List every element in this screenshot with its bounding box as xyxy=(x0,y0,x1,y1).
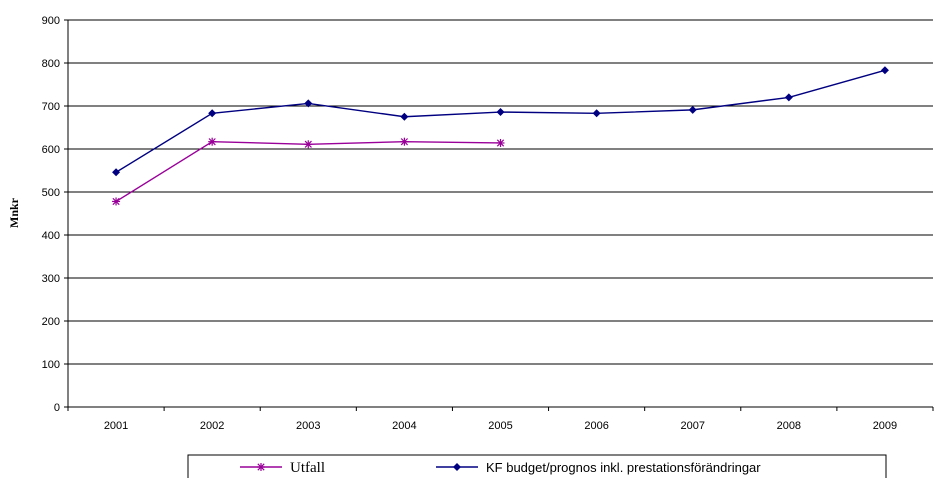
data-point xyxy=(784,93,793,102)
legend-marker-2 xyxy=(453,463,461,471)
x-axis-ticks: 2001 2002 2003 2004 2005 2006 2007 2008 2009 xyxy=(67,407,934,432)
x-tick-label: 2006 xyxy=(584,420,608,432)
legend: Utfall KF budget/prognos inkl. prestation… xyxy=(187,454,887,478)
asterisk-stroke xyxy=(257,463,265,471)
asterisk-stroke xyxy=(208,138,216,146)
legend-marker-1 xyxy=(257,463,265,471)
data-point xyxy=(112,168,121,177)
x-tick-label: 2002 xyxy=(200,420,224,432)
data-point xyxy=(304,140,313,149)
data-point xyxy=(496,108,505,117)
data-point xyxy=(112,197,121,206)
y-tick-label: 700 xyxy=(42,101,60,113)
y-tick-label: 300 xyxy=(42,273,60,285)
y-tick-label: 600 xyxy=(42,144,60,156)
legend-label-2: KF budget/prognos inkl. prestationsförän… xyxy=(486,460,761,475)
x-tick-label: 2004 xyxy=(392,420,416,432)
asterisk-stroke xyxy=(112,197,120,206)
y-tick-label: 500 xyxy=(42,187,60,199)
y-axis-label: Mnkr xyxy=(7,197,21,228)
y-axis-ticks: 0 100 200 300 400 500 600 700 800 900 xyxy=(42,15,68,414)
legend-label-1: Utfall xyxy=(290,460,325,476)
data-point xyxy=(880,66,889,75)
data-point xyxy=(208,109,217,118)
legend-box xyxy=(187,454,887,478)
x-tick-label: 2005 xyxy=(488,420,512,432)
data-point xyxy=(400,112,409,121)
data-point xyxy=(592,109,601,118)
y-tick-label: 100 xyxy=(42,359,60,371)
y-tick-label: 0 xyxy=(54,402,60,414)
data-point xyxy=(688,105,697,114)
series-1 xyxy=(112,137,505,206)
x-tick-label: 2001 xyxy=(104,420,128,432)
y-tick-label: 800 xyxy=(42,58,60,70)
series-group xyxy=(112,66,889,206)
x-tick-label: 2007 xyxy=(680,420,704,432)
y-tick-label: 900 xyxy=(42,15,60,27)
asterisk-stroke xyxy=(496,139,505,147)
data-point xyxy=(304,99,313,108)
asterisk-stroke xyxy=(400,138,409,146)
series-2 xyxy=(112,66,889,177)
x-tick-label: 2003 xyxy=(296,420,320,432)
gridlines xyxy=(68,19,933,365)
data-point xyxy=(496,138,505,147)
asterisk-stroke xyxy=(304,140,312,148)
x-tick-label: 2008 xyxy=(777,420,801,432)
x-tick-label: 2009 xyxy=(873,420,897,432)
data-point xyxy=(400,137,409,146)
data-point xyxy=(208,137,217,146)
y-tick-label: 400 xyxy=(42,230,60,242)
series-line xyxy=(115,69,886,173)
y-tick-label: 200 xyxy=(42,316,60,328)
